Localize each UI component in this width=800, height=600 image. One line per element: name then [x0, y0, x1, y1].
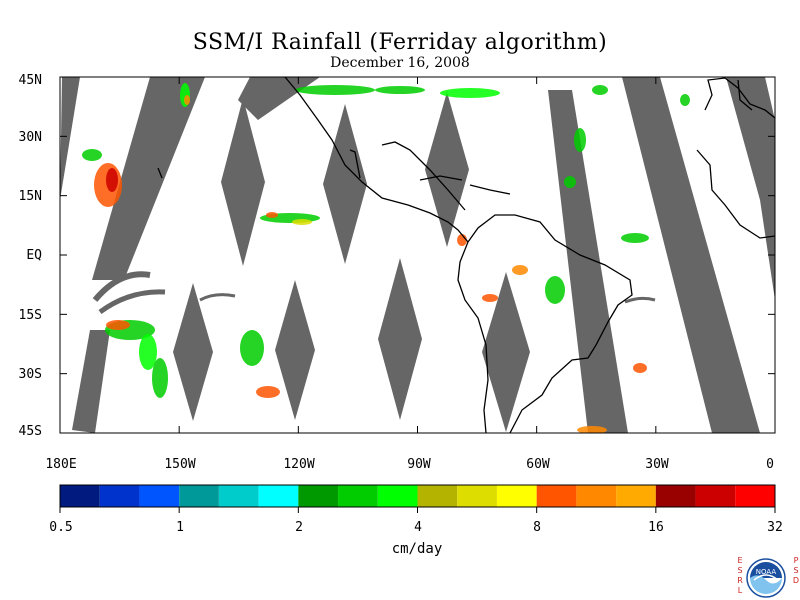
no-data-arc-3	[624, 296, 656, 304]
colorbar-units: cm/day	[391, 541, 443, 557]
no-data-diamond-3	[173, 283, 213, 421]
no-data-arc-1	[98, 289, 166, 315]
lat-label-45s: 45S	[18, 424, 42, 439]
lat-label-45n: 45N	[18, 73, 42, 88]
no-data-diamond-5	[378, 258, 422, 420]
colorbar-tick-1: 1	[176, 520, 184, 535]
lon-label-30w: 30W	[645, 457, 669, 472]
logo-right-letters: P S D	[792, 556, 800, 585]
colorbar-swatch-10	[457, 485, 497, 507]
rain-patch-15	[375, 86, 425, 94]
lat-label-30s: 30S	[18, 367, 42, 382]
colorbar-tick-2: 2	[295, 520, 303, 535]
coastline-3	[419, 175, 463, 181]
lat-label-30n: 30N	[18, 130, 42, 145]
no-data-diamond-0	[221, 98, 265, 266]
colorbar-swatch-13	[576, 485, 617, 507]
coastline-0	[284, 77, 469, 243]
colorbar-swatch-8	[377, 485, 418, 507]
colorbar-swatch-4	[218, 485, 259, 507]
coastline-8	[704, 77, 775, 119]
rain-patch-20	[545, 276, 565, 304]
rain-patch-6	[266, 212, 278, 218]
colorbar-swatch-2	[139, 485, 180, 507]
colorbar-swatch-16	[695, 485, 736, 507]
rain-patch-10	[139, 334, 157, 370]
no-data-swath-0	[60, 77, 80, 200]
rain-patch-13	[256, 386, 280, 398]
rain-patch-1	[106, 168, 118, 192]
no-data-diamond-6	[482, 272, 530, 432]
rain-patch-9	[106, 320, 130, 330]
colorbar-swatch-17	[735, 485, 775, 507]
rain-patch-12	[240, 330, 264, 366]
rain-patch-23	[633, 363, 647, 373]
colorbar-swatch-14	[616, 485, 656, 507]
no-data-swath-5	[726, 77, 775, 300]
logo-center-text: NOAA	[756, 568, 777, 576]
colorbar-swatch-11	[496, 485, 537, 507]
lon-label-150w: 150W	[164, 457, 196, 472]
noaa-emblem-icon: NOAA	[746, 558, 786, 598]
rain-patch-26	[680, 94, 690, 106]
colorbar-swatch-6	[298, 485, 339, 507]
coastline-10	[157, 167, 163, 179]
logo-left-letters: E S R L	[737, 556, 743, 595]
coastline-6	[457, 241, 489, 433]
rain-patch-16	[440, 88, 500, 98]
colorbar-tick-4: 4	[414, 520, 422, 535]
chart-title: SSM/I Rainfall (Ferriday algorithm)	[192, 30, 608, 55]
rain-patch-19	[512, 265, 528, 275]
rain-patch-21	[482, 294, 498, 302]
colorbar-swatch-0	[60, 485, 100, 507]
rain-patch-11	[152, 358, 168, 398]
colorbar-tick-8: 8	[533, 520, 541, 535]
coastline-5	[467, 214, 633, 433]
coastline-1	[349, 149, 361, 179]
no-data-swath-1	[92, 77, 205, 280]
coastline-9	[737, 79, 753, 111]
rain-patch-17	[574, 128, 586, 152]
colorbar-tick-16: 16	[648, 520, 664, 535]
no-data-diamond-2	[425, 92, 469, 247]
noaa-esrl-logo: E S R L NOAA P S D	[734, 556, 800, 600]
rain-patch-7	[292, 219, 312, 225]
lon-label-120w: 120W	[283, 457, 315, 472]
lon-label-0: 0	[766, 457, 774, 472]
lon-label-180e: 180E	[45, 457, 77, 472]
colorbar-swatch-12	[536, 485, 577, 507]
coastline-2	[381, 141, 466, 211]
rain-patch-22	[621, 233, 649, 243]
lat-label-15n: 15N	[18, 189, 42, 204]
colorbar-swatch-3	[179, 485, 219, 507]
coastline-4	[469, 184, 511, 195]
rain-patch-27	[564, 176, 576, 188]
lon-label-60w: 60W	[526, 457, 550, 472]
colorbar-tick-32: 32	[767, 520, 783, 535]
colorbar-swatch-7	[338, 485, 378, 507]
no-data-diamond-4	[275, 280, 315, 420]
lat-label-eq: EQ	[26, 248, 42, 263]
lat-label-15s: 15S	[18, 308, 42, 323]
no-data-swath-6	[72, 330, 110, 433]
rain-patch-4	[184, 95, 190, 105]
map-plot-area	[60, 77, 775, 433]
colorbar-swatch-9	[417, 485, 458, 507]
no-data-arc-0	[92, 271, 151, 302]
no-data-arc-2	[199, 293, 236, 302]
rain-patch-2	[82, 149, 102, 161]
no-data-swath-3	[548, 90, 628, 433]
chart-date: December 16, 2008	[330, 55, 470, 71]
no-data-swath-4	[622, 77, 760, 433]
rain-patch-25	[592, 85, 608, 95]
colorbar-swatch-15	[655, 485, 696, 507]
colorbar-swatch-1	[99, 485, 140, 507]
lon-label-90w: 90W	[407, 457, 431, 472]
rain-patch-14	[295, 85, 375, 95]
rain-patch-24	[577, 426, 607, 433]
colorbar-swatch-5	[258, 485, 299, 507]
colorbar-tick-0-5: 0.5	[49, 520, 73, 535]
coastline-7	[696, 149, 775, 239]
